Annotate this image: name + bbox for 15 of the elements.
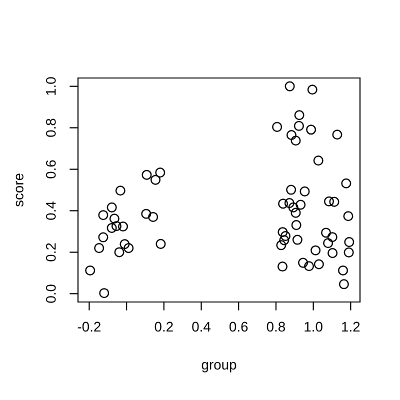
y-axis-title: score [16, 174, 24, 207]
x-tick-label: 0.8 [266, 322, 286, 332]
x-tick-label: 0.2 [154, 322, 173, 332]
y-tick-label: 0.0 [46, 284, 56, 303]
x-axis-title: group [202, 362, 236, 372]
x-tick-label: -0.2 [78, 322, 100, 332]
x-tick-label: 1.0 [304, 322, 322, 332]
y-tick-label: 1.0 [46, 77, 56, 95]
x-tick-label: 0.4 [192, 322, 211, 332]
y-tick-label: 0.6 [46, 160, 56, 178]
y-tick-label: 0.4 [46, 201, 56, 220]
y-tick-label: 0.8 [46, 118, 56, 137]
y-tick-label: 0.2 [46, 243, 56, 262]
x-tick-label: 0.6 [230, 322, 248, 332]
x-tick-label: 1.2 [342, 322, 360, 332]
